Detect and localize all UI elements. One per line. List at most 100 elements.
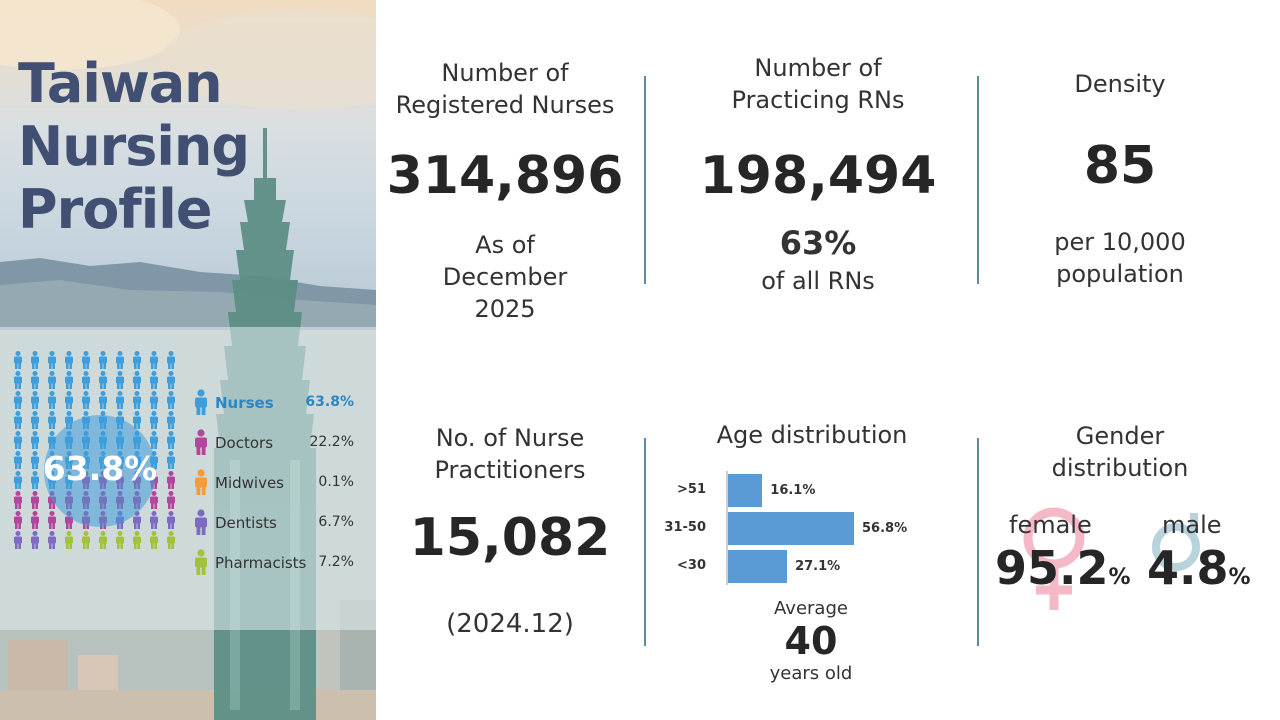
title-line-2: Nursing [18, 115, 250, 178]
age-bar [726, 512, 854, 545]
pictogram-person-icon [31, 511, 39, 529]
nurse-practitioners-title: No. of Nurse Practitioners [385, 422, 635, 486]
pictogram-person-icon [99, 371, 107, 389]
nurse-practitioners-date: (2024.12) [446, 609, 574, 639]
pictogram-person-icon [167, 491, 175, 509]
pictogram-person-icon [48, 511, 56, 529]
pictogram-person-icon [82, 531, 90, 549]
female-percent-unit: % [1108, 565, 1131, 590]
age-bar [726, 550, 788, 583]
pictogram-person-icon [31, 411, 39, 429]
pictogram-person-icon [133, 351, 141, 369]
pictogram-person-icon [133, 511, 141, 529]
gender-title: Gender distribution [1000, 420, 1240, 484]
pictogram-person-icon [99, 531, 107, 549]
page-title: Taiwan Nursing Profile [18, 52, 250, 241]
pictogram-person-icon [48, 411, 56, 429]
average-age-label: Average [774, 598, 848, 619]
pictogram-person-icon [167, 531, 175, 549]
pictogram-person-icon [14, 491, 22, 509]
pictogram-person-icon [133, 411, 141, 429]
legend-row-pharmacists: Pharmacists 7.2% [192, 549, 358, 575]
pictogram-person-icon [150, 531, 158, 549]
nurses-share-highlight: 63.8% [42, 449, 158, 488]
pictogram-person-icon [48, 371, 56, 389]
pictogram-person-icon [82, 351, 90, 369]
pictogram-person-icon [31, 431, 39, 449]
nurse-practitioners-card: No. of Nurse Practitioners 15,082 (2024.… [385, 400, 635, 700]
pictogram-person-icon [14, 351, 22, 369]
pictogram-person-icon [116, 391, 124, 409]
pictogram-person-icon [133, 391, 141, 409]
pictogram-person-icon [116, 531, 124, 549]
pictogram-person-icon [14, 391, 22, 409]
pictogram-person-icon [167, 411, 175, 429]
pictogram-person-icon [31, 451, 39, 469]
title-line: No. of Nurse [435, 424, 585, 452]
note-line: 2025 [474, 295, 536, 323]
pictogram-person-icon [31, 491, 39, 509]
person-icon [195, 389, 207, 415]
practicing-rns-card: Number of Practicing RNs 198,494 63% of … [688, 0, 948, 340]
age-value-label: 27.1% [795, 559, 841, 574]
pictogram-person-icon [150, 511, 158, 529]
practicing-rns-percent-note: of all RNs [761, 267, 875, 295]
pictogram-person-icon [167, 471, 175, 489]
pictogram-person-icon [167, 351, 175, 369]
female-symbol-icon [1023, 507, 1085, 610]
legend-value: 63.8% [305, 394, 354, 410]
practicing-rns-percent: 63% [779, 224, 857, 262]
title-line: Practicing RNs [731, 86, 905, 114]
pictogram-person-icon [150, 391, 158, 409]
pictogram-person-icon [99, 391, 107, 409]
note-line: As of [475, 231, 535, 259]
average-age-unit: years old [769, 663, 853, 684]
age-tick-label: >51 [677, 482, 706, 497]
divider-bottom-left [644, 438, 646, 646]
pictogram-person-icon [150, 491, 158, 509]
gender-card: Gender distribution [1000, 400, 1240, 700]
age-value-label: 56.8% [862, 521, 908, 536]
male-percent-value: 4.8 [1147, 541, 1229, 595]
legend-label: Nurses [215, 394, 274, 412]
legend-value: 7.2% [318, 554, 354, 570]
title-line: Number of [441, 59, 569, 87]
pictogram-person-icon [14, 411, 22, 429]
density-unit: per 10,000 population [1000, 226, 1240, 290]
density-card: Density 85 per 10,000 population [1000, 0, 1240, 340]
practicing-rns-count: 198,494 [699, 146, 937, 206]
age-value-label: 16.1% [770, 483, 816, 498]
pictogram-person-icon [82, 371, 90, 389]
hero-photo-panel: Taiwan Nursing Profile 63.8% Nurses 63.8%… [0, 0, 376, 720]
pictogram-person-icon [65, 531, 73, 549]
person-icon [195, 469, 207, 495]
pictogram-person-icon [31, 471, 39, 489]
pictogram-person-icon [167, 431, 175, 449]
pictogram-person-icon [48, 391, 56, 409]
pictogram-person-icon [14, 511, 22, 529]
legend-row-doctors: Doctors 22.2% [192, 429, 358, 455]
pictogram-person-icon [116, 351, 124, 369]
note-line: December [442, 263, 568, 291]
legend-label: Doctors [215, 434, 274, 452]
pictogram-person-icon [48, 351, 56, 369]
average-age-value: 40 [784, 619, 838, 663]
female-percent-value: 95.2 [995, 541, 1109, 595]
pictogram-person-icon [65, 391, 73, 409]
pictogram-person-icon [150, 411, 158, 429]
pictogram-person-icon [48, 531, 56, 549]
legend-value: 22.2% [309, 434, 354, 450]
title-line: Registered Nurses [395, 91, 615, 119]
male-percent-unit: % [1228, 565, 1251, 590]
title-line: Gender [1075, 422, 1165, 450]
legend-label: Midwives [215, 474, 284, 492]
pictogram-person-icon [167, 451, 175, 469]
legend-value: 0.1% [318, 474, 354, 490]
pictogram-person-icon [133, 371, 141, 389]
male-label: male [1162, 511, 1222, 539]
density-title: Density [1074, 70, 1166, 98]
pictogram-person-icon [31, 391, 39, 409]
registered-nurses-title: Number of Registered Nurses [380, 57, 630, 121]
age-bar [726, 474, 763, 507]
pictogram-person-icon [167, 391, 175, 409]
